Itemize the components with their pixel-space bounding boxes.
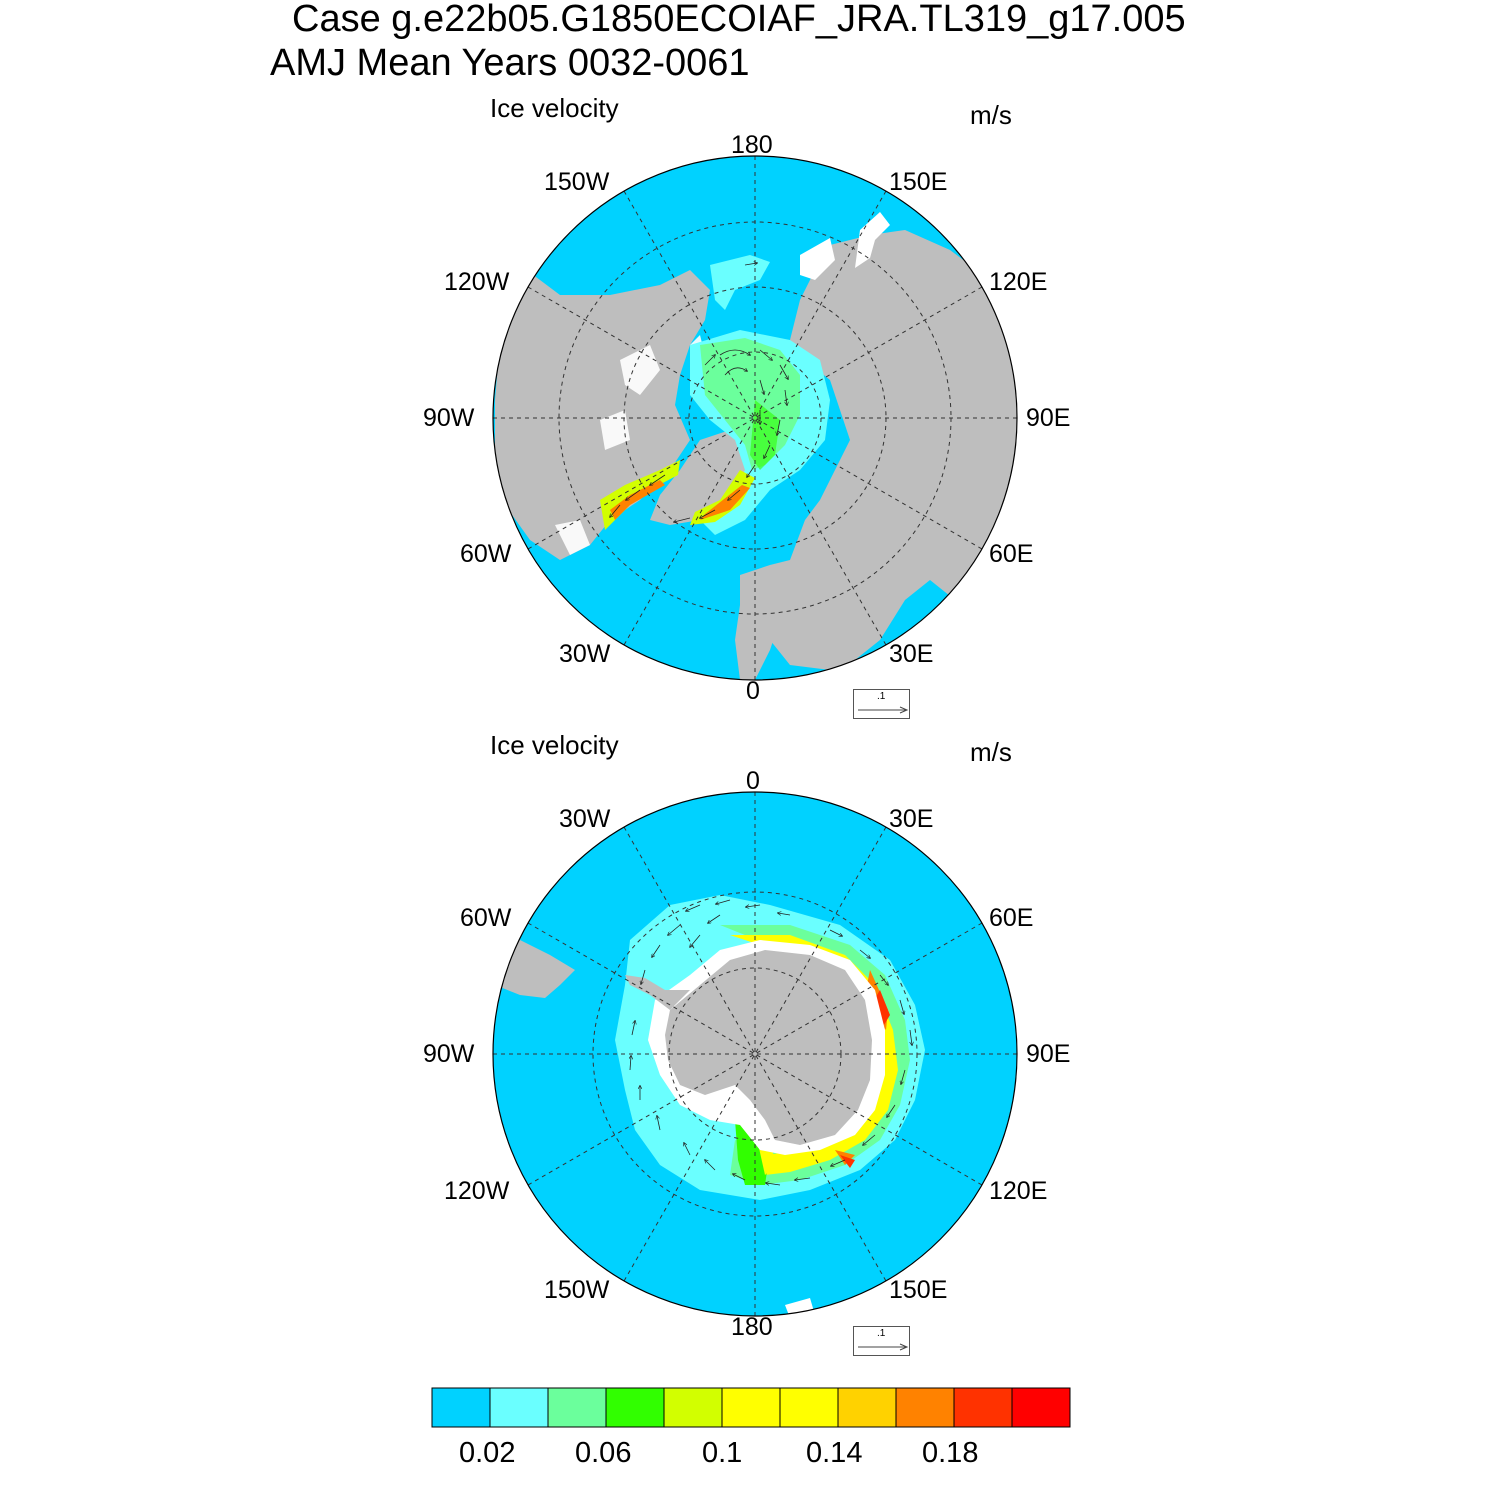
colorbar-swatch: [489, 1387, 549, 1428]
p2-lon-bottom: 180: [731, 1313, 773, 1341]
north-land-europe: [735, 565, 790, 680]
panel1-reference-vector-label: .1: [877, 691, 886, 702]
panel1-units: m/s: [970, 100, 1012, 130]
p1-lon-ur1: 150E: [889, 168, 948, 196]
south-land-southamerica: [495, 940, 575, 998]
panel1-reference-arrow: [858, 706, 909, 714]
north-ice-strait: [690, 470, 755, 525]
panel2-reference-arrow: [858, 1343, 909, 1351]
north-shelf-eurasia: [800, 212, 890, 280]
north-map-border: [492, 155, 1018, 681]
p1-lon-left: 90W: [423, 404, 475, 432]
p2-lon-ll2: 150W: [544, 1276, 610, 1304]
colorbar-swatch: [837, 1387, 897, 1428]
panel1-title: Ice velocity: [490, 93, 619, 123]
p1-lon-right: 90E: [1026, 404, 1071, 432]
panel1-reference-vector: .1: [853, 689, 910, 719]
p1-lon-ul2: 120W: [444, 268, 510, 296]
south-ice-red: [840, 990, 890, 1168]
p2-lon-ul2: 60W: [460, 904, 512, 932]
colorbar-swatch: [779, 1387, 839, 1428]
colorbar: [431, 1387, 1071, 1428]
p2-lon-lr1: 120E: [989, 1177, 1048, 1205]
colorbar-swatch: [431, 1387, 491, 1428]
colorbar-swatch: [605, 1387, 665, 1428]
p1-lon-lr1: 60E: [989, 540, 1034, 568]
south-vectors: [630, 899, 912, 1185]
p1-lon-bottom: 0: [746, 677, 760, 705]
north-vectors: [610, 263, 788, 522]
colorbar-label-3: 0.14: [806, 1437, 863, 1469]
south-land-antarctica: [665, 950, 872, 1145]
colorbar-swatch: [547, 1387, 607, 1428]
colorbar-swatch: [663, 1387, 723, 1428]
panel2-reference-vector-label: .1: [877, 1328, 886, 1339]
p2-lon-ur1: 30E: [889, 805, 934, 833]
p2-lon-ur2: 60E: [989, 904, 1034, 932]
figure-title-line2: AMJ Mean Years 0032-0061: [270, 42, 750, 84]
p2-lon-ul1: 30W: [559, 805, 611, 833]
colorbar-swatch: [1011, 1387, 1071, 1428]
colorbar-label-1: 0.06: [575, 1437, 632, 1469]
p2-lon-ll1: 120W: [444, 1177, 510, 1205]
panel2-units: m/s: [970, 737, 1012, 767]
colorbar-label-0: 0.02: [459, 1437, 516, 1469]
p1-lon-ll1: 60W: [460, 540, 512, 568]
p2-lon-lr2: 150E: [889, 1276, 948, 1304]
north-grid: [493, 156, 1017, 680]
north-land-eurasia: [760, 230, 1017, 670]
p1-lon-top: 180: [731, 131, 773, 159]
colorbar-label-2: 0.1: [702, 1437, 743, 1469]
p1-lon-ll2: 30W: [559, 640, 611, 668]
colorbar-swatch: [721, 1387, 781, 1428]
figure-title-line1: Case g.e22b05.G1850ECOIAF_JRA.TL319_g17.…: [292, 0, 1186, 40]
p2-lon-left: 90W: [423, 1040, 475, 1068]
north-polar-map: [493, 156, 1017, 680]
south-polar-map: [493, 792, 1017, 1316]
south-grid: [493, 792, 1017, 1316]
panel2-title: Ice velocity: [490, 730, 619, 760]
colorbar-label-4: 0.18: [922, 1437, 979, 1469]
panel2-reference-vector: .1: [853, 1326, 910, 1356]
p1-lon-lr2: 30E: [889, 640, 934, 668]
north-land-america: [495, 265, 710, 560]
north-ice-baffin-core: [610, 480, 665, 520]
p1-lon-ur2: 120E: [989, 268, 1048, 296]
colorbar-swatch: [953, 1387, 1013, 1428]
p2-lon-top: 0: [746, 767, 760, 795]
south-map-border: [492, 791, 1018, 1317]
colorbar-swatch: [895, 1387, 955, 1428]
p1-lon-ul1: 150W: [544, 168, 610, 196]
p2-lon-right: 90E: [1026, 1040, 1071, 1068]
